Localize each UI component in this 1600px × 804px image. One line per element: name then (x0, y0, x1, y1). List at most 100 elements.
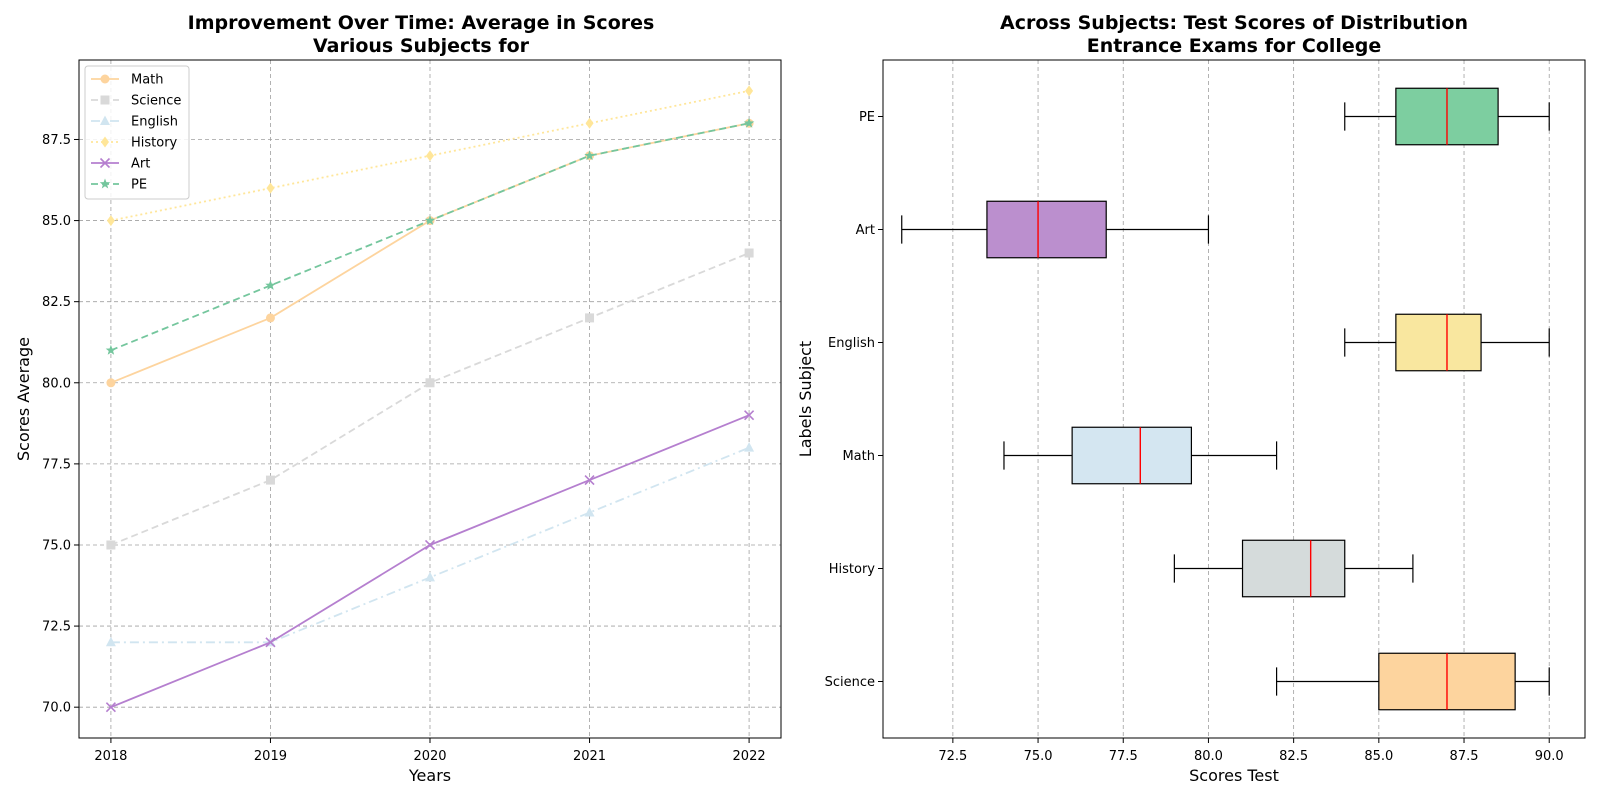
box-iqr (1395, 313, 1482, 372)
x-tick-label: 75.0 (1024, 749, 1053, 764)
legend-marker-english (100, 115, 110, 125)
legend-marker-history (101, 136, 109, 148)
data-point-art (584, 475, 595, 486)
box-chart-title-line1: Across Subjects: Test Scores of Distribu… (1000, 12, 1468, 34)
series-pe (105, 117, 755, 355)
data-point-english (584, 507, 595, 517)
box-chart-boxes (901, 87, 1550, 711)
box-chart: Across Subjects: Test Scores of Distribu… (796, 12, 1586, 785)
y-tick-label: Math (842, 449, 875, 464)
data-point-art (744, 410, 755, 421)
data-point-history (426, 150, 434, 162)
data-point-science (744, 248, 754, 258)
series-line-science (110, 252, 750, 546)
data-point-history (266, 182, 275, 194)
line-chart-y-ticks: 70.0 72.5 75.0 77.5 80.0 82.5 85.0 87.5 (42, 133, 79, 716)
line-chart: Improvement Over Time: Average in Scores… (14, 12, 782, 785)
legend-marker-art (99, 157, 111, 169)
y-tick-label: 87.5 (42, 133, 71, 148)
x-tick-label: 82.5 (1279, 749, 1308, 764)
data-point-math (106, 378, 116, 388)
y-tick-label: History (829, 562, 876, 577)
data-point-pe (265, 279, 276, 290)
data-point-english (105, 636, 116, 647)
data-point-english (425, 571, 435, 582)
box-pe (1344, 87, 1550, 146)
legend-label-math: Math (131, 73, 164, 88)
x-tick-label: 90.0 (1535, 749, 1564, 764)
y-tick-label: English (828, 336, 875, 351)
x-tick-label: 2018 (94, 749, 127, 764)
box-iqr (1241, 539, 1346, 598)
y-tick-label: PE (859, 110, 875, 125)
data-point-science (425, 378, 435, 388)
legend-marker-math (100, 74, 110, 84)
legend-label-art: Art (131, 157, 150, 172)
box-iqr (1071, 426, 1193, 485)
box-math (1003, 426, 1278, 485)
box-chart-title-line2: Entrance Exams for College (1087, 35, 1382, 57)
legend-label-english: English (131, 115, 178, 130)
legend-label-pe: PE (131, 178, 147, 193)
data-point-pe (424, 215, 436, 226)
y-tick-label: Science (825, 675, 875, 690)
series-science (106, 248, 754, 550)
box-chart-y-ticks: Science History Math English Art PE (825, 110, 883, 690)
box-iqr (986, 200, 1107, 259)
x-tick-label: 72.5 (938, 749, 967, 764)
box-art (901, 200, 1210, 259)
data-point-science (106, 540, 116, 550)
line-chart-legend: Math Science English History Art PE (84, 65, 190, 200)
y-tick-label: 75.0 (42, 538, 71, 553)
data-point-science (585, 313, 595, 323)
x-tick-label: 2021 (573, 749, 606, 764)
legend-box (84, 65, 190, 200)
data-point-pe (743, 117, 755, 128)
y-tick-label: 85.0 (42, 214, 71, 229)
x-tick-label: 80.0 (1194, 749, 1223, 764)
legend-marker-science (100, 95, 110, 105)
line-chart-x-ticks: 2018 2019 2020 2021 2022 (94, 738, 766, 764)
line-chart-title-line2: Various Subjects for (313, 35, 530, 57)
line-chart-title-line1: Improvement Over Time: Average in Scores (188, 12, 655, 34)
y-tick-label: Art (856, 223, 875, 238)
y-tick-label: 72.5 (42, 620, 71, 635)
series-history (106, 85, 754, 227)
x-tick-label: 2019 (254, 749, 287, 764)
legend-marker-pe (99, 178, 111, 189)
data-point-math (265, 313, 275, 323)
data-point-history (745, 85, 754, 97)
box-chart-frame (882, 59, 1586, 739)
data-point-pe (105, 344, 117, 355)
box-history (1173, 539, 1414, 598)
y-tick-label: 82.5 (42, 295, 71, 310)
legend-label-history: History (131, 136, 178, 151)
data-point-pe (584, 150, 595, 161)
x-tick-label: 85.0 (1364, 749, 1393, 764)
y-tick-label: 80.0 (42, 376, 71, 391)
y-tick-label: 77.5 (42, 457, 71, 472)
data-point-science (265, 475, 275, 485)
box-chart-x-label: Scores Test (1189, 766, 1279, 785)
data-point-english (744, 442, 755, 452)
legend-label-science: Science (131, 94, 181, 109)
data-point-art (105, 702, 116, 713)
box-chart-grid (952, 60, 1550, 738)
x-tick-label: 2022 (733, 749, 766, 764)
box-chart-x-ticks: 72.5 75.0 77.5 80.0 82.5 85.0 87.5 90.0 (938, 738, 1564, 764)
box-english (1344, 313, 1550, 372)
y-tick-label: 70.0 (42, 701, 71, 716)
line-chart-series (105, 85, 755, 713)
data-point-art (265, 637, 276, 648)
box-science (1275, 652, 1550, 711)
line-chart-y-label: Scores Average (14, 337, 33, 461)
data-point-history (106, 215, 115, 227)
x-tick-label: 77.5 (1109, 749, 1138, 764)
data-point-art (424, 539, 436, 551)
series-art (105, 410, 755, 713)
x-tick-label: 87.5 (1450, 749, 1479, 764)
box-chart-y-label: Labels Subject (796, 341, 815, 457)
data-point-history (585, 117, 594, 129)
